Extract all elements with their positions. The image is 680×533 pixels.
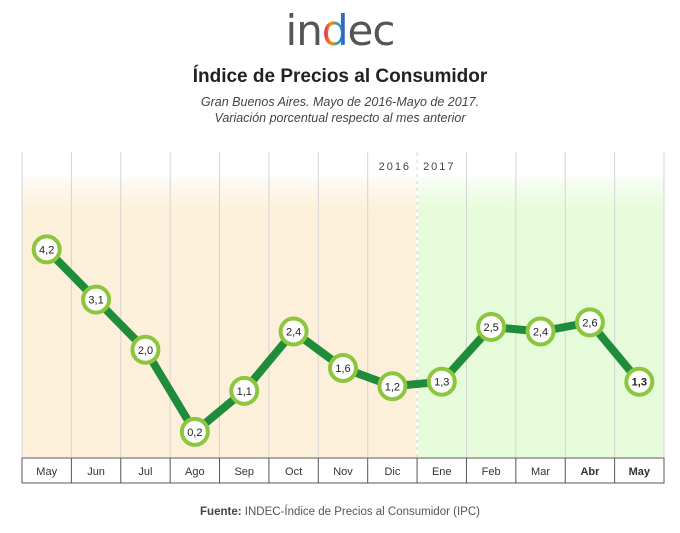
data-point — [426, 366, 457, 397]
data-point — [476, 311, 507, 342]
data-label: 1,3 — [632, 377, 647, 389]
data-point — [130, 334, 161, 365]
year-label-2017: 2017 — [423, 161, 455, 173]
data-label: 2,0 — [138, 345, 153, 357]
data-point — [229, 375, 260, 406]
subtitle-line-2: Variación porcentual respecto al mes ant… — [214, 111, 466, 125]
x-tick-label: Sep — [234, 466, 254, 478]
chart-title: Índice de Precios al Consumidor — [192, 66, 488, 87]
subtitle-line-1: Gran Buenos Aires. Mayo de 2016-Mayo de … — [200, 95, 480, 109]
source-note: Fuente: INDEC-Índice de Precios al Consu… — [200, 506, 480, 518]
data-label: 2,6 — [582, 317, 597, 329]
data-point — [179, 416, 210, 447]
data-point — [624, 366, 655, 397]
data-label: 3,1 — [88, 295, 103, 307]
x-tick-label: Jun — [87, 466, 105, 478]
data-label: 1,2 — [385, 381, 400, 393]
line-chart: 2016 2017 May Jun Jul Ago Sep Oct Nov Dic Ene Feb Ma… — [21, 152, 665, 484]
x-tick-label: Feb — [482, 466, 501, 478]
data-label: 1,6 — [335, 363, 350, 375]
indec-logo: indec — [285, 6, 396, 55]
data-label: 2,5 — [484, 322, 499, 334]
data-label: 1,3 — [434, 377, 449, 389]
x-tick-label: Ago — [185, 466, 205, 478]
data-label: 4,2 — [39, 244, 54, 256]
data-point — [278, 316, 309, 347]
data-point — [328, 353, 358, 383]
data-label: 0,2 — [187, 427, 202, 439]
data-point — [574, 307, 605, 338]
data-label: 2,4 — [533, 327, 548, 339]
data-point — [81, 284, 112, 315]
x-tick-label: Ene — [432, 466, 452, 478]
x-tick-label: Abr — [580, 466, 600, 478]
x-tick-label: May — [36, 466, 57, 478]
x-axis — [21, 457, 665, 484]
data-point — [377, 371, 408, 402]
data-label: 2,4 — [286, 327, 301, 339]
year-label-2016: 2016 — [379, 161, 411, 173]
x-tick-label: Oct — [285, 466, 302, 478]
x-tick-label: Dic — [384, 466, 400, 478]
data-point — [31, 234, 62, 265]
data-label: 1,1 — [237, 386, 252, 398]
data-point — [525, 316, 556, 347]
chart-subtitle: Gran Buenos Aires. Mayo de 2016-Mayo de … — [0, 94, 680, 126]
x-tick-label: May — [629, 466, 651, 478]
x-tick-label: Mar — [531, 466, 550, 478]
x-tick-label: Jul — [138, 466, 152, 478]
x-tick-label: Nov — [333, 466, 353, 478]
